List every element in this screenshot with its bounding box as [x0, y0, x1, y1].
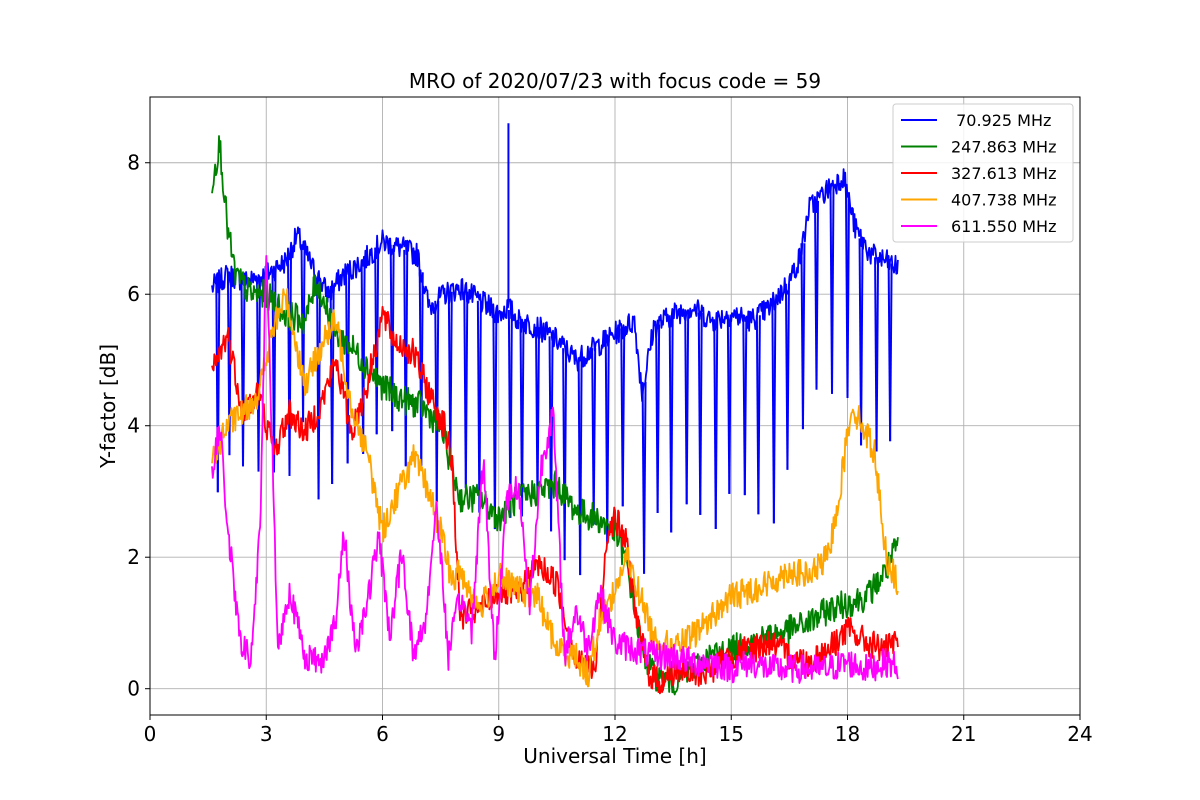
series-dip	[478, 300, 482, 513]
series-dip	[860, 238, 864, 446]
y-tick-label: 4	[127, 414, 140, 438]
x-tick-label: 6	[376, 722, 389, 746]
y-tick-label: 6	[127, 282, 140, 306]
series-dip	[889, 263, 893, 442]
chart-title: MRO of 2020/07/23 with focus code = 59	[409, 69, 821, 93]
series-dip	[846, 193, 850, 398]
x-tick-label: 0	[144, 722, 157, 746]
y-axis-label: Y-factor [dB]	[96, 344, 120, 469]
y-tick-label: 0	[127, 677, 140, 701]
legend-label: 611.550 MHz	[951, 217, 1056, 236]
legend-label: 327.613 MHz	[951, 164, 1056, 183]
series-dip	[714, 319, 719, 529]
series-line	[211, 168, 899, 402]
series-dip	[242, 279, 246, 467]
legend-label: 407.738 MHz	[951, 191, 1056, 210]
series-dip	[592, 348, 597, 525]
series-dip	[786, 283, 790, 470]
legend-box	[892, 103, 1074, 243]
series-dip	[257, 277, 261, 472]
series-dip	[772, 302, 777, 524]
series-dip	[228, 275, 232, 456]
series-dip	[493, 311, 498, 530]
x-tick-label: 15	[719, 722, 744, 746]
series-dip	[656, 324, 661, 514]
series-dip	[801, 243, 806, 430]
series-dip	[521, 321, 525, 517]
legend: 70.925 MHz 247.863 MHz 327.613 MHz 407.738 …	[892, 103, 1074, 243]
series-dip	[362, 261, 366, 454]
series-dip	[699, 312, 703, 515]
series-dip	[685, 309, 690, 505]
series-dip	[579, 357, 583, 576]
series-dip	[606, 338, 610, 544]
y-tick-label: 2	[127, 545, 140, 569]
series-line	[211, 255, 899, 684]
series-dip	[216, 282, 221, 493]
series-dip	[464, 291, 469, 489]
x-tick-label: 21	[951, 722, 976, 746]
series-dip	[670, 315, 674, 533]
x-axis-label: Universal Time [h]	[523, 744, 706, 768]
series-line	[211, 135, 899, 696]
series-dip	[346, 271, 351, 464]
series-dip	[288, 252, 292, 476]
series-dip	[815, 200, 819, 390]
series-dip	[536, 327, 540, 506]
series-dip	[435, 300, 440, 502]
series-dip	[621, 328, 626, 507]
series-dip	[728, 314, 732, 494]
x-tick-label: 12	[602, 722, 627, 746]
series-dip	[757, 315, 761, 515]
series-dip	[643, 381, 647, 574]
series-dip	[831, 185, 835, 394]
x-tick-label: 24	[1067, 722, 1092, 746]
x-tick-label: 9	[492, 722, 505, 746]
x-tick-label: 18	[835, 722, 860, 746]
series-dip	[563, 348, 568, 561]
series-line	[211, 288, 899, 688]
series-dip	[550, 336, 554, 532]
series-dip	[449, 291, 453, 465]
series-line	[211, 305, 899, 695]
series-dip	[509, 310, 513, 518]
series-dip	[404, 249, 409, 467]
legend-label: 247.863 MHz	[951, 138, 1056, 157]
legend-label: 70.925 MHz	[951, 111, 1051, 130]
y-tick-label: 8	[127, 151, 140, 175]
series-layer	[211, 123, 899, 696]
series-dip	[302, 247, 306, 423]
series-dip	[875, 257, 880, 452]
x-tick-label: 3	[260, 722, 273, 746]
series-dip	[743, 318, 748, 496]
series-dip	[317, 277, 322, 500]
